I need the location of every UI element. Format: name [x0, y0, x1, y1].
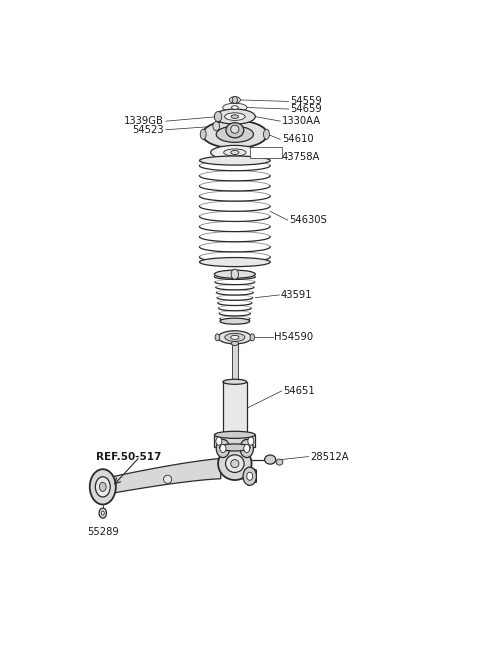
Ellipse shape — [226, 455, 244, 472]
Ellipse shape — [225, 113, 245, 121]
Ellipse shape — [215, 109, 255, 124]
Text: 43591: 43591 — [281, 290, 312, 300]
Ellipse shape — [216, 126, 253, 142]
Text: 54651: 54651 — [283, 386, 315, 396]
Ellipse shape — [231, 341, 239, 346]
Polygon shape — [103, 459, 221, 495]
Text: REF.50-517: REF.50-517 — [96, 451, 162, 462]
Ellipse shape — [218, 447, 252, 480]
Ellipse shape — [220, 318, 250, 324]
Text: 28512A: 28512A — [310, 451, 348, 462]
Circle shape — [101, 511, 104, 515]
Ellipse shape — [225, 333, 245, 341]
Text: 54659: 54659 — [290, 104, 323, 114]
Ellipse shape — [231, 106, 238, 110]
Bar — [232, 343, 238, 382]
Circle shape — [243, 467, 256, 485]
Ellipse shape — [229, 96, 240, 103]
Text: 1330AA: 1330AA — [282, 116, 321, 126]
Circle shape — [90, 469, 116, 504]
Circle shape — [215, 112, 222, 121]
Text: 54610: 54610 — [282, 134, 313, 144]
Ellipse shape — [231, 115, 239, 118]
Ellipse shape — [200, 156, 270, 165]
Ellipse shape — [223, 103, 247, 112]
Polygon shape — [229, 457, 256, 482]
Circle shape — [99, 508, 107, 518]
Circle shape — [232, 96, 238, 104]
Circle shape — [231, 269, 239, 279]
Ellipse shape — [200, 258, 270, 266]
Ellipse shape — [215, 431, 255, 438]
Circle shape — [213, 121, 219, 131]
Circle shape — [240, 440, 253, 458]
Circle shape — [244, 444, 250, 453]
Ellipse shape — [231, 460, 239, 468]
Circle shape — [96, 477, 110, 497]
Ellipse shape — [223, 379, 247, 384]
Text: 54523: 54523 — [132, 125, 164, 134]
Text: 43758A: 43758A — [282, 152, 320, 162]
Ellipse shape — [219, 444, 250, 451]
Circle shape — [216, 440, 229, 458]
Ellipse shape — [215, 270, 255, 278]
Ellipse shape — [223, 432, 247, 438]
Ellipse shape — [231, 335, 239, 339]
Ellipse shape — [202, 121, 267, 148]
Ellipse shape — [211, 146, 259, 159]
Ellipse shape — [215, 334, 219, 341]
Ellipse shape — [264, 455, 276, 464]
Text: 1339GB: 1339GB — [124, 116, 164, 126]
Circle shape — [248, 437, 254, 445]
Text: 54630S: 54630S — [289, 215, 327, 225]
Ellipse shape — [200, 129, 206, 139]
Text: H54590: H54590 — [274, 333, 313, 342]
Ellipse shape — [231, 125, 239, 133]
Text: 54559: 54559 — [290, 96, 323, 106]
Circle shape — [216, 437, 222, 445]
Circle shape — [99, 482, 106, 491]
Ellipse shape — [218, 331, 252, 344]
Bar — [223, 382, 247, 435]
Ellipse shape — [224, 149, 246, 156]
Ellipse shape — [276, 459, 283, 465]
Text: 55289: 55289 — [87, 527, 119, 537]
Circle shape — [220, 444, 226, 453]
Bar — [215, 435, 255, 447]
Ellipse shape — [264, 129, 269, 139]
Ellipse shape — [231, 150, 239, 155]
Ellipse shape — [250, 334, 254, 341]
FancyBboxPatch shape — [251, 147, 282, 158]
Ellipse shape — [164, 475, 172, 483]
Ellipse shape — [226, 123, 244, 138]
Circle shape — [247, 472, 252, 480]
